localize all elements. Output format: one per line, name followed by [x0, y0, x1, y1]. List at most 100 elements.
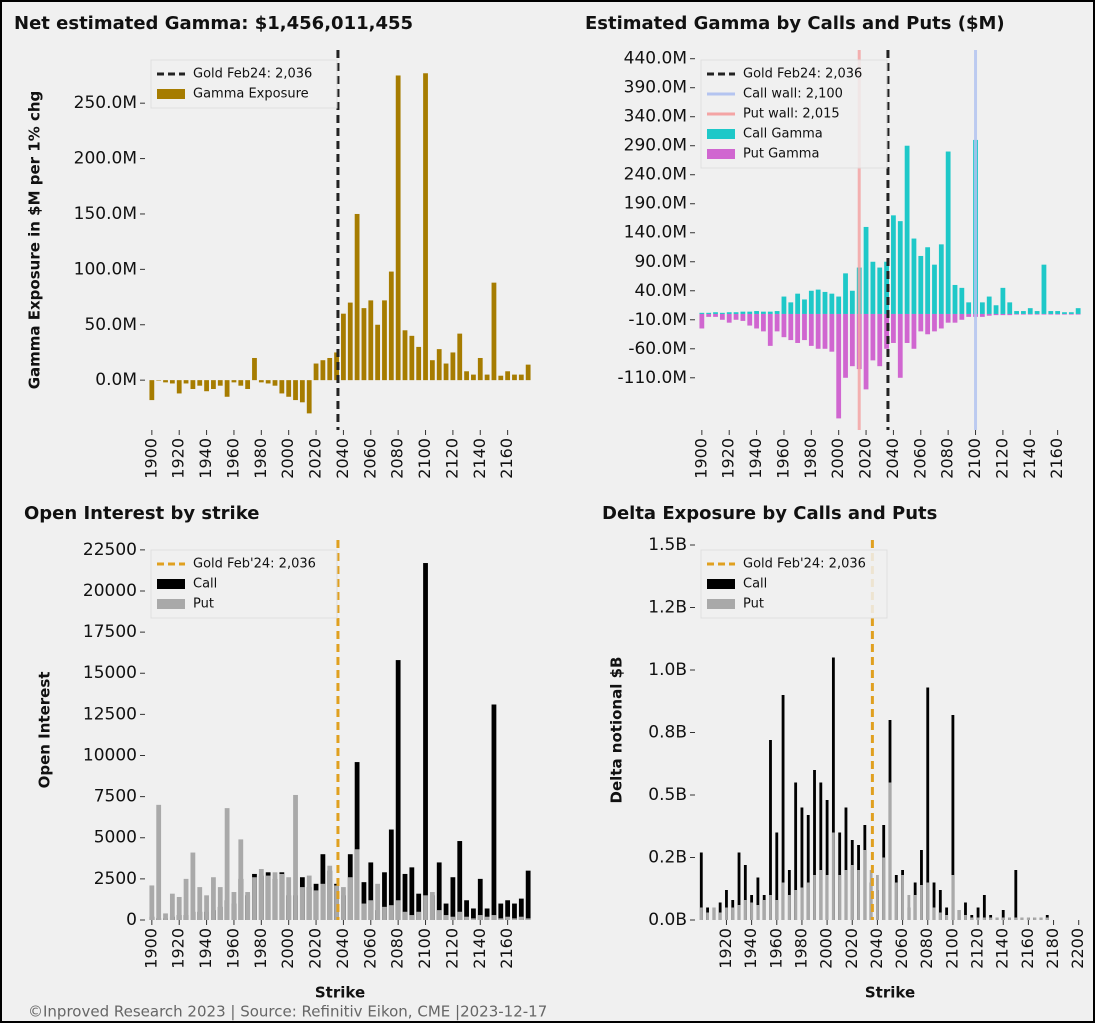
x-tick-label: 2000	[828, 438, 847, 479]
bar	[299, 380, 305, 403]
x-tick-label: 1900	[141, 928, 160, 969]
x-tick-label: 2060	[892, 928, 911, 969]
bar	[884, 313, 889, 349]
bar	[149, 380, 155, 401]
bar	[756, 877, 760, 920]
bar	[1062, 312, 1067, 314]
chart-title: Delta Exposure by Calls and Puts	[602, 503, 937, 524]
bar	[395, 75, 401, 381]
y-tick-label: 50.0M	[84, 315, 137, 335]
bar	[1027, 313, 1033, 315]
y-tick-label: 12500	[83, 704, 137, 724]
bar	[525, 870, 531, 920]
bar	[802, 299, 807, 314]
bar	[897, 313, 903, 378]
bar	[306, 380, 312, 414]
bar	[258, 869, 264, 920]
x-tick-label: 2160	[1047, 438, 1066, 479]
x-tick-label: 2020	[306, 928, 325, 969]
y-tick-label: 140.0M	[624, 223, 687, 243]
bar	[1033, 917, 1037, 920]
bar	[989, 917, 993, 920]
bar	[190, 852, 196, 920]
bar	[819, 870, 823, 920]
bar	[1014, 313, 1019, 315]
y-tick-label: 290.0M	[624, 136, 687, 156]
y-tick-label: 190.0M	[624, 194, 687, 214]
bar	[169, 893, 175, 920]
bar	[156, 804, 162, 920]
bar	[423, 563, 428, 920]
bar	[512, 903, 517, 920]
bar	[713, 313, 718, 317]
bar	[518, 898, 524, 920]
bar	[354, 849, 360, 920]
bar	[781, 882, 785, 920]
bar	[299, 887, 305, 920]
bar	[800, 887, 804, 920]
chart-title: Open Interest by strike	[24, 503, 259, 524]
y-tick-label: 0.2B	[648, 848, 687, 868]
bar	[925, 247, 931, 314]
bar	[863, 313, 869, 390]
y-axis-label: Delta notional $B	[608, 657, 626, 804]
bar	[726, 312, 732, 314]
y-tick-label: 150.0M	[74, 204, 137, 224]
bar	[733, 313, 739, 320]
bar	[436, 349, 442, 381]
x-tick-label: 2080	[938, 438, 957, 479]
bar	[932, 313, 937, 332]
bar	[787, 895, 791, 920]
bar	[1020, 917, 1024, 920]
bar	[888, 782, 892, 920]
x-tick-label: 2100	[415, 438, 434, 479]
bar	[265, 380, 271, 384]
bar	[731, 907, 735, 920]
y-axis-label: Gamma Exposure in $M per 1% chg	[26, 91, 44, 390]
bar	[341, 313, 346, 381]
bar	[976, 917, 980, 920]
y-tick-label: 340.0M	[624, 107, 687, 127]
bar	[964, 902, 967, 920]
bar	[491, 915, 497, 920]
bar	[979, 302, 985, 314]
bar	[891, 313, 896, 343]
x-tick-label: 2100	[965, 438, 984, 479]
x-tick-label: 2080	[917, 928, 936, 969]
legend-label: Gold Feb'24: 2,036	[193, 557, 316, 572]
bar	[484, 908, 490, 920]
bar	[402, 873, 408, 920]
y-tick-label: -110.0M	[618, 368, 687, 388]
bar	[238, 380, 244, 386]
y-tick-label: 0.8B	[648, 723, 687, 743]
bar	[750, 902, 754, 920]
bar	[737, 905, 741, 920]
bar	[829, 293, 835, 314]
bar	[938, 244, 944, 314]
bar	[498, 375, 504, 381]
bar	[825, 800, 829, 920]
bar	[443, 915, 449, 920]
bar	[926, 882, 930, 920]
bar	[815, 313, 821, 349]
bar	[471, 374, 476, 381]
bar	[870, 313, 876, 361]
bar	[1008, 917, 1011, 920]
bar	[849, 290, 855, 314]
bar	[1007, 313, 1013, 316]
bar	[491, 282, 497, 381]
bar	[843, 273, 848, 314]
bar	[231, 892, 237, 920]
bar	[904, 145, 910, 314]
legend-label: Call wall: 2,100	[743, 87, 843, 102]
bar	[970, 917, 974, 920]
y-tick-label: -60.0M	[628, 339, 687, 359]
bar	[699, 312, 705, 314]
bar	[169, 380, 175, 384]
bar	[838, 875, 842, 920]
bar	[781, 313, 787, 338]
bar	[945, 151, 951, 314]
x-axis-label: Strike	[315, 984, 365, 1002]
bar	[918, 255, 924, 314]
